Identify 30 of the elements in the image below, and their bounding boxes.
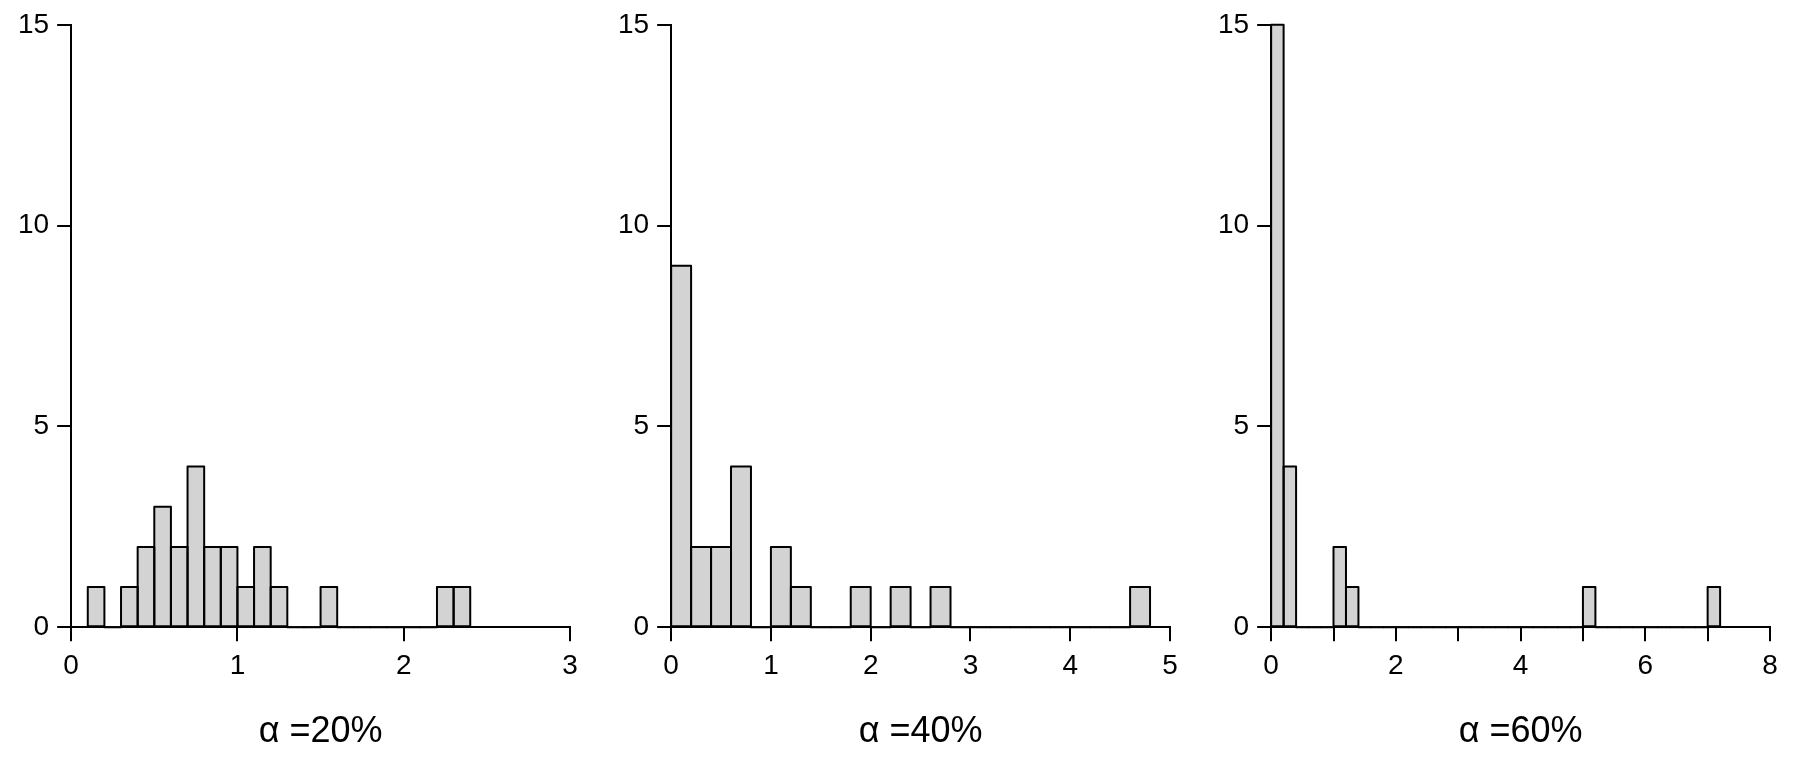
x-tick-label: 1 bbox=[763, 648, 779, 680]
x-tick-label: 4 bbox=[1062, 648, 1079, 680]
y-tick-label: 0 bbox=[633, 609, 650, 641]
x-tick-label: 2 bbox=[862, 648, 879, 680]
x-tick-label: 3 bbox=[962, 648, 979, 680]
x-tick-label: 0 bbox=[1263, 648, 1279, 680]
x-axis-title: α =20% bbox=[258, 709, 383, 751]
x-tick-label: 5 bbox=[1162, 648, 1178, 680]
y-tick-label: 0 bbox=[33, 609, 50, 641]
y-tick-label: 10 bbox=[1217, 208, 1250, 240]
x-tick-label: 0 bbox=[63, 648, 79, 680]
y-tick-label: 5 bbox=[33, 409, 50, 441]
x-tick-label: 4 bbox=[1512, 648, 1529, 680]
x-tick-label: 1 bbox=[229, 648, 246, 680]
x-tick-label: 6 bbox=[1637, 648, 1654, 680]
x-tick-label: 2 bbox=[1388, 648, 1404, 680]
x-tick-label: 2 bbox=[395, 648, 412, 680]
y-tick-label: 5 bbox=[1233, 409, 1250, 441]
x-axis-title: α =60% bbox=[1458, 709, 1583, 751]
x-tick-label: 8 bbox=[1762, 648, 1778, 680]
x-tick-label: 0 bbox=[663, 648, 679, 680]
y-tick-label: 15 bbox=[17, 7, 50, 39]
y-tick-label: 10 bbox=[17, 208, 50, 240]
x-axis-title: α =40% bbox=[858, 709, 983, 751]
y-tick-label: 15 bbox=[617, 7, 650, 39]
x-tick-label: 3 bbox=[562, 648, 578, 680]
y-tick-label: 0 bbox=[1233, 609, 1250, 641]
y-tick-label: 15 bbox=[1217, 7, 1250, 39]
y-tick-label: 5 bbox=[633, 409, 650, 441]
y-tick-label: 10 bbox=[617, 208, 650, 240]
